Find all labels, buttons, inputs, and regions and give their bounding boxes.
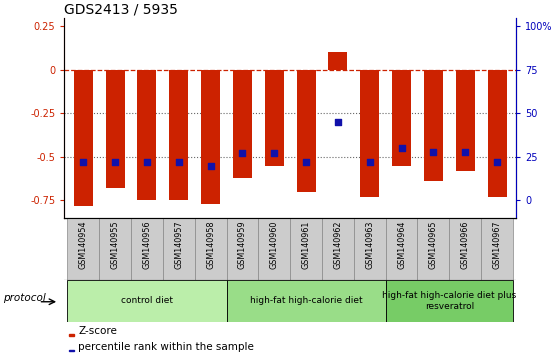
Point (461, 149, 470, 154)
Point (429, 149, 438, 154)
Point (79, 159, 88, 165)
Bar (195, 218, 227, 280)
Text: GSM140955: GSM140955 (110, 220, 119, 269)
Text: GSM140956: GSM140956 (142, 220, 151, 269)
Bar (74, 70, 93, 206)
Text: Z-score: Z-score (78, 326, 117, 336)
Bar (481, 218, 513, 280)
Point (334, 119, 343, 125)
Text: GSM140967: GSM140967 (493, 220, 502, 269)
Point (206, 163, 215, 169)
Point (302, 159, 311, 165)
Bar (258, 218, 290, 280)
Bar (105, 70, 124, 188)
Bar (137, 70, 156, 200)
Text: GSM140964: GSM140964 (397, 220, 406, 269)
Point (174, 159, 183, 165)
Bar (386, 218, 417, 280)
Text: high-fat high-calorie diet plus
resveratrol: high-fat high-calorie diet plus resverat… (382, 291, 517, 310)
Bar (69, 334, 74, 336)
Bar (456, 70, 475, 171)
Text: GSM140958: GSM140958 (206, 220, 215, 269)
Point (493, 159, 502, 165)
Text: GSM140960: GSM140960 (270, 220, 279, 269)
Point (397, 145, 406, 151)
Bar (290, 218, 322, 280)
Bar (163, 218, 195, 280)
Bar (264, 70, 284, 166)
Text: protocol: protocol (3, 292, 46, 303)
Bar (328, 52, 348, 70)
Bar (386, 280, 513, 322)
Bar (227, 280, 386, 322)
Bar (131, 218, 163, 280)
Text: GSM140959: GSM140959 (238, 220, 247, 269)
Point (365, 159, 374, 165)
Bar (68, 218, 99, 280)
Bar (488, 70, 507, 197)
Point (270, 150, 278, 156)
Bar (354, 218, 386, 280)
Bar (296, 70, 316, 192)
Bar (169, 70, 188, 200)
Bar (322, 218, 354, 280)
Bar (233, 70, 252, 178)
Bar (424, 70, 443, 181)
Bar (201, 70, 220, 204)
Text: GSM140963: GSM140963 (365, 220, 374, 269)
Text: GDS2413 / 5935: GDS2413 / 5935 (64, 2, 178, 17)
Bar (392, 70, 411, 166)
Bar (417, 218, 449, 280)
Text: percentile rank within the sample: percentile rank within the sample (78, 342, 254, 352)
Text: GSM140966: GSM140966 (461, 220, 470, 269)
Text: GSM140957: GSM140957 (174, 220, 183, 269)
Bar (449, 218, 481, 280)
Text: high-fat high-calorie diet: high-fat high-calorie diet (250, 296, 362, 306)
Text: GSM140962: GSM140962 (333, 220, 343, 269)
Bar (99, 218, 131, 280)
Bar (360, 70, 379, 197)
Bar (227, 218, 258, 280)
Bar (69, 350, 74, 352)
Point (142, 159, 151, 165)
Text: GSM140961: GSM140961 (301, 220, 311, 269)
Text: control diet: control diet (121, 296, 173, 306)
Point (238, 150, 247, 156)
Bar (68, 280, 227, 322)
Text: GSM140954: GSM140954 (79, 220, 88, 269)
Text: GSM140965: GSM140965 (429, 220, 438, 269)
Point (110, 159, 119, 165)
